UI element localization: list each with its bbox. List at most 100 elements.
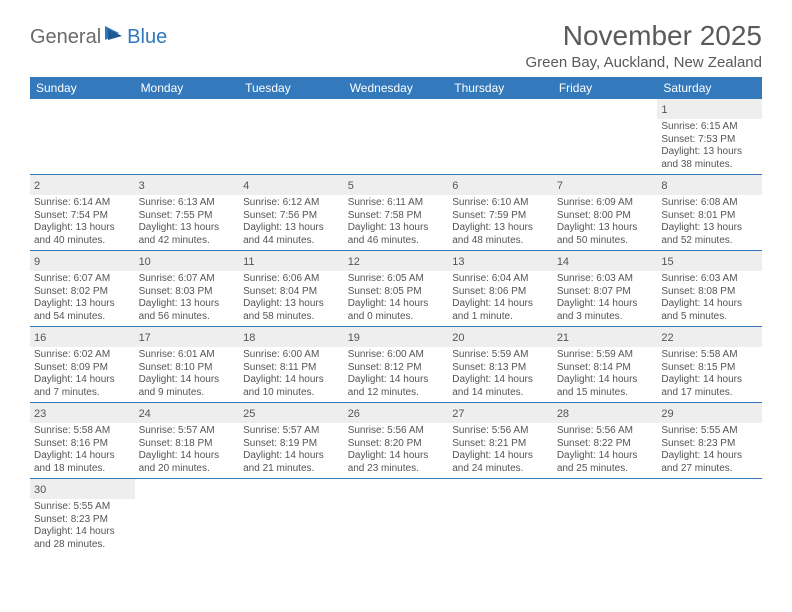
calendar-cell: 10Sunrise: 6:07 AMSunset: 8:03 PMDayligh… (135, 251, 240, 327)
daylight-text: Daylight: 13 hours and 46 minutes. (348, 222, 445, 247)
title-block: November 2025 Green Bay, Auckland, New Z… (525, 20, 762, 71)
sunrise-text: Sunrise: 6:11 AM (348, 197, 445, 210)
day-number-bar: 18 (239, 327, 344, 347)
sunrise-text: Sunrise: 6:08 AM (661, 197, 758, 210)
daylight-text: Daylight: 14 hours and 0 minutes. (348, 298, 445, 323)
day-number-bar: 12 (344, 251, 449, 271)
daylight-text: Daylight: 14 hours and 20 minutes. (139, 450, 236, 475)
sunrise-text: Sunrise: 6:13 AM (139, 197, 236, 210)
sunset-text: Sunset: 8:14 PM (557, 362, 654, 375)
day-number-bar: 29 (657, 403, 762, 423)
day-number-bar: 16 (30, 327, 135, 347)
sunrise-text: Sunrise: 5:57 AM (139, 425, 236, 438)
day-number-bar: 20 (448, 327, 553, 347)
calendar-body: 1 Sunrise: 6:15 AMSunset: 7:53 PMDaylight… (30, 99, 762, 554)
daylight-text: Daylight: 14 hours and 18 minutes. (34, 450, 131, 475)
sunset-text: Sunset: 8:03 PM (139, 286, 236, 299)
calendar-cell: 26Sunrise: 5:56 AMSunset: 8:20 PMDayligh… (344, 403, 449, 479)
cell-content: Sunrise: 6:08 AMSunset: 8:01 PMDaylight:… (657, 195, 762, 250)
sunrise-text: Sunrise: 6:10 AM (452, 197, 549, 210)
cell-content: Sunrise: 5:59 AMSunset: 8:13 PMDaylight:… (448, 347, 553, 402)
calendar-cell (135, 99, 240, 175)
calendar-cell: 18Sunrise: 6:00 AMSunset: 8:11 PMDayligh… (239, 327, 344, 403)
daylight-text: Daylight: 13 hours and 38 minutes. (661, 146, 758, 171)
calendar-cell (344, 479, 449, 555)
cell-content: Sunrise: 6:12 AMSunset: 7:56 PMDaylight:… (239, 195, 344, 250)
calendar-cell: 3Sunrise: 6:13 AMSunset: 7:55 PMDaylight… (135, 175, 240, 251)
day-number-bar: 1 (657, 99, 762, 119)
day-number-bar: 11 (239, 251, 344, 271)
day-number: 14 (557, 256, 569, 268)
sunrise-text: Sunrise: 5:56 AM (452, 425, 549, 438)
day-number: 1 (661, 104, 667, 116)
sunset-text: Sunset: 8:19 PM (243, 438, 340, 451)
calendar-row: 1 Sunrise: 6:15 AMSunset: 7:53 PMDaylight… (30, 99, 762, 175)
sunset-text: Sunset: 8:23 PM (34, 514, 131, 527)
calendar-cell: 30Sunrise: 5:55 AMSunset: 8:23 PMDayligh… (30, 479, 135, 555)
daylight-text: Daylight: 14 hours and 7 minutes. (34, 374, 131, 399)
cell-content: Sunrise: 5:56 AMSunset: 8:22 PMDaylight:… (553, 423, 658, 478)
sunset-text: Sunset: 8:20 PM (348, 438, 445, 451)
daylight-text: Daylight: 14 hours and 5 minutes. (661, 298, 758, 323)
calendar-cell (30, 99, 135, 175)
sunrise-text: Sunrise: 6:04 AM (452, 273, 549, 286)
calendar-cell (553, 479, 658, 555)
cell-content: Sunrise: 6:00 AMSunset: 8:12 PMDaylight:… (344, 347, 449, 402)
cell-content: Sunrise: 5:56 AMSunset: 8:21 PMDaylight:… (448, 423, 553, 478)
day-number: 13 (452, 256, 464, 268)
day-number-bar: 3 (135, 175, 240, 195)
calendar-cell (239, 479, 344, 555)
day-number-bar: 6 (448, 175, 553, 195)
sunrise-text: Sunrise: 5:58 AM (34, 425, 131, 438)
sunset-text: Sunset: 8:00 PM (557, 210, 654, 223)
cell-content: Sunrise: 6:15 AMSunset: 7:53 PMDaylight:… (657, 119, 762, 174)
day-number-bar: 19 (344, 327, 449, 347)
daylight-text: Daylight: 13 hours and 48 minutes. (452, 222, 549, 247)
location-text: Green Bay, Auckland, New Zealand (525, 54, 762, 71)
sunrise-text: Sunrise: 6:01 AM (139, 349, 236, 362)
sunset-text: Sunset: 7:58 PM (348, 210, 445, 223)
day-number: 25 (243, 408, 255, 420)
calendar-cell (553, 99, 658, 175)
day-number: 2 (34, 180, 40, 192)
sunrise-text: Sunrise: 5:59 AM (452, 349, 549, 362)
cell-content: Sunrise: 5:57 AMSunset: 8:18 PMDaylight:… (135, 423, 240, 478)
day-number-bar: 14 (553, 251, 658, 271)
sunrise-text: Sunrise: 6:12 AM (243, 197, 340, 210)
daylight-text: Daylight: 13 hours and 40 minutes. (34, 222, 131, 247)
calendar-cell (448, 479, 553, 555)
calendar-table: SundayMondayTuesdayWednesdayThursdayFrid… (30, 77, 762, 554)
calendar-cell: 11Sunrise: 6:06 AMSunset: 8:04 PMDayligh… (239, 251, 344, 327)
day-number: 19 (348, 332, 360, 344)
calendar-cell: 4Sunrise: 6:12 AMSunset: 7:56 PMDaylight… (239, 175, 344, 251)
day-number: 22 (661, 332, 673, 344)
daylight-text: Daylight: 13 hours and 42 minutes. (139, 222, 236, 247)
cell-content: Sunrise: 6:09 AMSunset: 8:00 PMDaylight:… (553, 195, 658, 250)
daylight-text: Daylight: 14 hours and 21 minutes. (243, 450, 340, 475)
cell-content: Sunrise: 6:06 AMSunset: 8:04 PMDaylight:… (239, 271, 344, 326)
sunrise-text: Sunrise: 5:58 AM (661, 349, 758, 362)
day-number-bar: 7 (553, 175, 658, 195)
sunrise-text: Sunrise: 6:07 AM (139, 273, 236, 286)
day-number: 17 (139, 332, 151, 344)
cell-content: Sunrise: 6:05 AMSunset: 8:05 PMDaylight:… (344, 271, 449, 326)
calendar-cell: 8Sunrise: 6:08 AMSunset: 8:01 PMDaylight… (657, 175, 762, 251)
calendar-cell: 14Sunrise: 6:03 AMSunset: 8:07 PMDayligh… (553, 251, 658, 327)
sunset-text: Sunset: 7:53 PM (661, 134, 758, 147)
cell-content: Sunrise: 6:04 AMSunset: 8:06 PMDaylight:… (448, 271, 553, 326)
weekday-header: Wednesday (344, 77, 449, 99)
day-number: 16 (34, 332, 46, 344)
weekday-header: Monday (135, 77, 240, 99)
day-number-bar: 8 (657, 175, 762, 195)
daylight-text: Daylight: 13 hours and 58 minutes. (243, 298, 340, 323)
day-number: 9 (34, 256, 40, 268)
cell-content: Sunrise: 6:00 AMSunset: 8:11 PMDaylight:… (239, 347, 344, 402)
sunset-text: Sunset: 8:11 PM (243, 362, 340, 375)
sunset-text: Sunset: 8:21 PM (452, 438, 549, 451)
daylight-text: Daylight: 14 hours and 17 minutes. (661, 374, 758, 399)
sunrise-text: Sunrise: 6:02 AM (34, 349, 131, 362)
cell-content: Sunrise: 6:01 AMSunset: 8:10 PMDaylight:… (135, 347, 240, 402)
daylight-text: Daylight: 14 hours and 24 minutes. (452, 450, 549, 475)
calendar-cell: 17 Sunrise: 6:01 AMSunset: 8:10 PMDayligh… (135, 327, 240, 403)
calendar-cell: 24Sunrise: 5:57 AMSunset: 8:18 PMDayligh… (135, 403, 240, 479)
